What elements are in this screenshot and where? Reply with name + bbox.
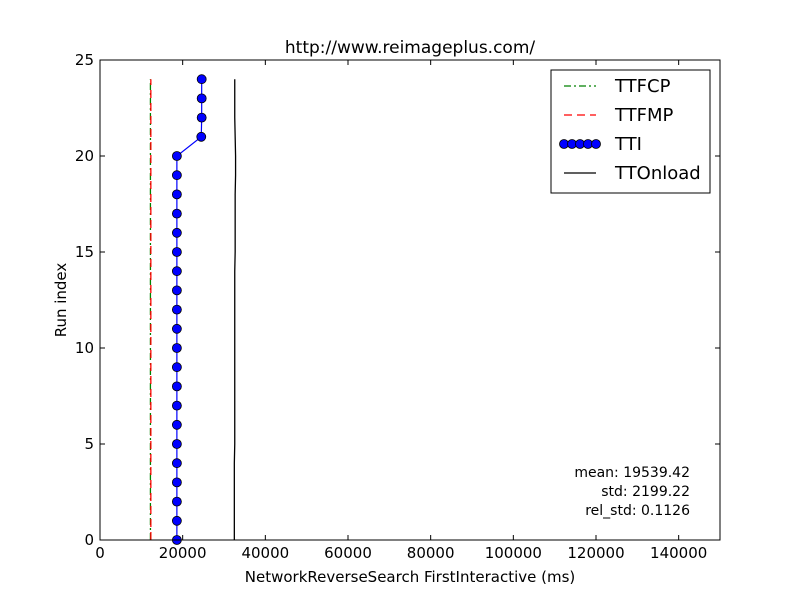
data-point-tti [196, 131, 207, 142]
legend-item-tti: TTI [559, 134, 642, 155]
legend-marker-tti [591, 139, 601, 149]
data-point-tti [171, 343, 182, 353]
series-tti [171, 74, 207, 545]
data-point-tti [171, 496, 182, 507]
x-tick-label: 0 [95, 544, 105, 562]
axis-ticks: 0 20000 40000 60000 80000 100000 120000 140000 0… [75, 51, 720, 562]
chart-title: http://www.reimageplus.com/ [285, 38, 536, 58]
data-point-tti [171, 304, 182, 315]
data-point-tti [171, 285, 182, 296]
data-point-tti [171, 266, 182, 277]
x-tick-label: 140000 [650, 544, 707, 562]
y-tick-label: 20 [75, 147, 94, 165]
y-tick-label: 0 [84, 531, 94, 549]
data-point-tti [171, 323, 182, 334]
data-point-tti [171, 189, 182, 200]
data-point-tti [196, 74, 207, 85]
x-axis-label: NetworkReverseSearch FirstInteractive (m… [245, 568, 576, 586]
legend-label-ttfcp: TTFCP [614, 76, 671, 97]
data-point-tti [171, 515, 182, 526]
legend-label-ttonload: TTOnload [614, 163, 701, 184]
y-axis-label: Run index [52, 263, 70, 338]
x-tick-label: 60000 [324, 544, 372, 562]
legend-item-ttfcp: TTFCP [564, 76, 671, 97]
data-point-tti [196, 112, 207, 123]
data-point-tti [171, 208, 182, 219]
stats-rel-std: rel_std: 0.1126 [585, 503, 690, 519]
data-point-tti [171, 247, 182, 257]
x-tick-label: 40000 [241, 544, 289, 562]
legend-label-ttfmp: TTFMP [614, 105, 674, 126]
legend-item-ttfmp: TTFMP [564, 105, 674, 126]
data-point-tti [171, 477, 182, 488]
y-tick-label: 5 [84, 435, 94, 453]
series-layer [149, 74, 237, 545]
data-point-tti [171, 381, 182, 392]
stats-annotation: mean: 19539.42 std: 2199.22 rel_std: 0.1… [574, 465, 690, 519]
x-tick-label: 20000 [159, 544, 207, 562]
plot-frame [99, 59, 721, 541]
data-point-tti [171, 151, 182, 161]
data-point-tti [171, 362, 182, 373]
x-tick-label: 80000 [407, 544, 455, 562]
data-point-tti [171, 170, 182, 181]
data-point-tti [171, 419, 182, 430]
stats-mean: mean: 19539.42 [574, 465, 690, 481]
x-tick-label: 120000 [567, 544, 624, 562]
legend-item-ttonload: TTOnload [564, 163, 701, 184]
series-line-ttonload [233, 79, 237, 540]
legend-label-tti: TTI [614, 134, 642, 155]
x-tick-label: 100000 [485, 544, 542, 562]
legend: TTFCP TTFMP TTI TTOnload [550, 69, 711, 194]
data-point-tti [196, 93, 207, 104]
y-tick-label: 15 [75, 243, 94, 261]
series-ttonload [233, 79, 237, 540]
stats-std: std: 2199.22 [601, 484, 690, 500]
y-tick-label: 25 [75, 51, 94, 69]
y-tick-label: 10 [75, 339, 94, 357]
data-point-tti [171, 458, 182, 469]
data-point-tti [171, 439, 182, 449]
data-point-tti [171, 400, 182, 411]
data-point-tti [171, 227, 182, 238]
